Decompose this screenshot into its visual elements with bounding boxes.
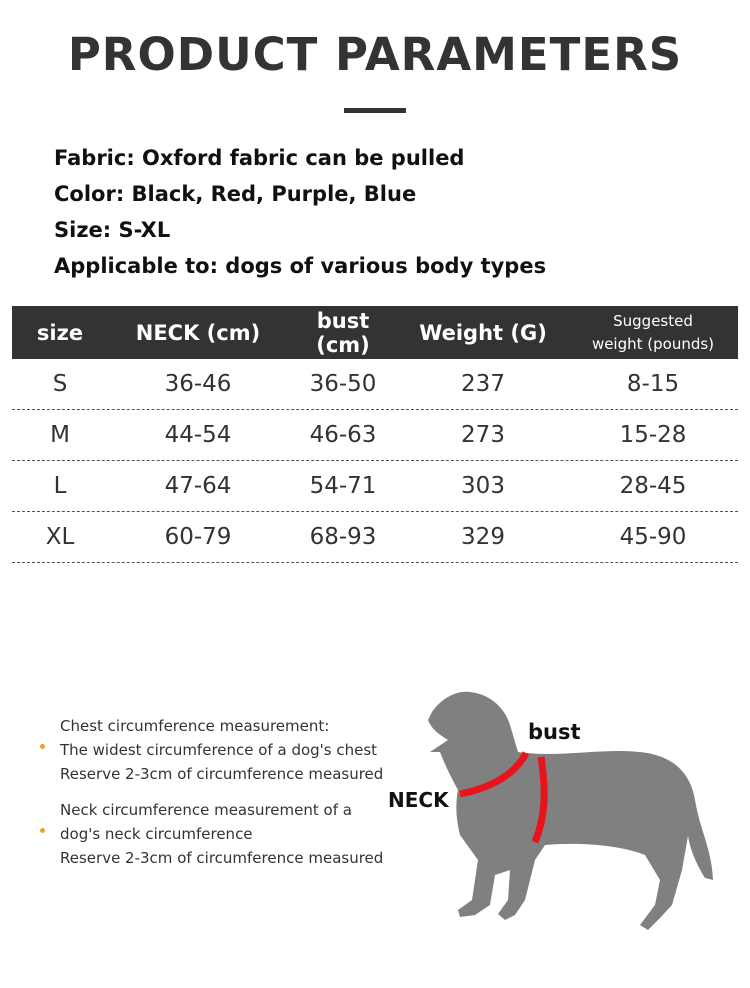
spec-applicable: Applicable to: dogs of various body type…: [54, 254, 547, 278]
table-cell: 60-79: [164, 524, 232, 550]
table-row: L 47-64 54-71 303 28-45: [12, 461, 738, 512]
header-neck: NECK (cm): [135, 320, 261, 345]
measurement-notes: Chest circumference measurement: The wide…: [38, 714, 383, 882]
header-weight: Weight (G): [419, 320, 547, 345]
table-cell: 303: [461, 473, 505, 499]
header-suggested-weight: Suggested weight (pounds): [568, 310, 738, 356]
header-line-1: Suggested: [613, 311, 693, 330]
table-cell: 36-46: [164, 371, 232, 397]
header-size: size: [36, 320, 84, 345]
table-cell: 44-54: [164, 422, 232, 448]
neck-band: [459, 751, 530, 798]
table-row: S 36-46 36-50 237 8-15: [12, 359, 738, 410]
table-cell: 8-15: [626, 371, 680, 397]
table-cell: 45-90: [619, 524, 687, 550]
note-line: Chest circumference measurement:: [60, 717, 330, 735]
table-cell: 36-50: [309, 371, 377, 397]
header-line-2: weight (pounds): [591, 334, 715, 353]
table-cell: 15-28: [619, 422, 687, 448]
table-cell: 329: [461, 524, 505, 550]
table-cell: 46-63: [309, 422, 377, 448]
neck-note: Neck circumference measurement of a dog's…: [38, 798, 383, 870]
table-cell: 28-45: [619, 473, 687, 499]
page-title: PRODUCT PARAMETERS: [67, 28, 683, 81]
table-row: M 44-54 46-63 273 15-28: [12, 410, 738, 461]
header-bust: bust (cm): [316, 308, 370, 357]
table-cell: 237: [461, 371, 505, 397]
table-cell: 47-64: [164, 473, 232, 499]
note-line: dog's neck circumference: [60, 825, 253, 843]
neck-label: NECK: [388, 788, 449, 812]
table-row: XL 60-79 68-93 329 45-90: [12, 512, 738, 563]
bullet-icon: [40, 828, 45, 833]
table-cell: L: [53, 473, 67, 499]
table-cell: XL: [45, 524, 75, 550]
spec-fabric: Fabric: Oxford fabric can be pulled: [54, 146, 465, 170]
table-cell: 68-93: [309, 524, 377, 550]
dog-silhouette-icon: [428, 691, 713, 930]
table-cell: 273: [461, 422, 505, 448]
note-line: The widest circumference of a dog's ches…: [60, 741, 378, 759]
note-line: Reserve 2-3cm of circumference measured: [60, 765, 384, 783]
table-cell: S: [52, 371, 68, 397]
spec-list: Fabric: Oxford fabric can be pulled Colo…: [54, 144, 546, 288]
spec-color: Color: Black, Red, Purple, Blue: [54, 182, 417, 206]
table-cell: 54-71: [309, 473, 377, 499]
note-line: Reserve 2-3cm of circumference measured: [60, 849, 384, 867]
chest-note: Chest circumference measurement: The wide…: [38, 714, 383, 786]
bust-band: [531, 756, 548, 844]
size-table: size NECK (cm) bust (cm) Weight (G) Sugg…: [12, 306, 738, 563]
table-cell: M: [50, 422, 70, 448]
bust-label: bust: [528, 720, 581, 744]
bullet-icon: [40, 744, 45, 749]
note-line: Neck circumference measurement of a: [60, 801, 352, 819]
spec-size: Size: S-XL: [54, 218, 171, 242]
table-header: size NECK (cm) bust (cm) Weight (G) Sugg…: [12, 306, 738, 359]
title-divider: [344, 108, 406, 113]
